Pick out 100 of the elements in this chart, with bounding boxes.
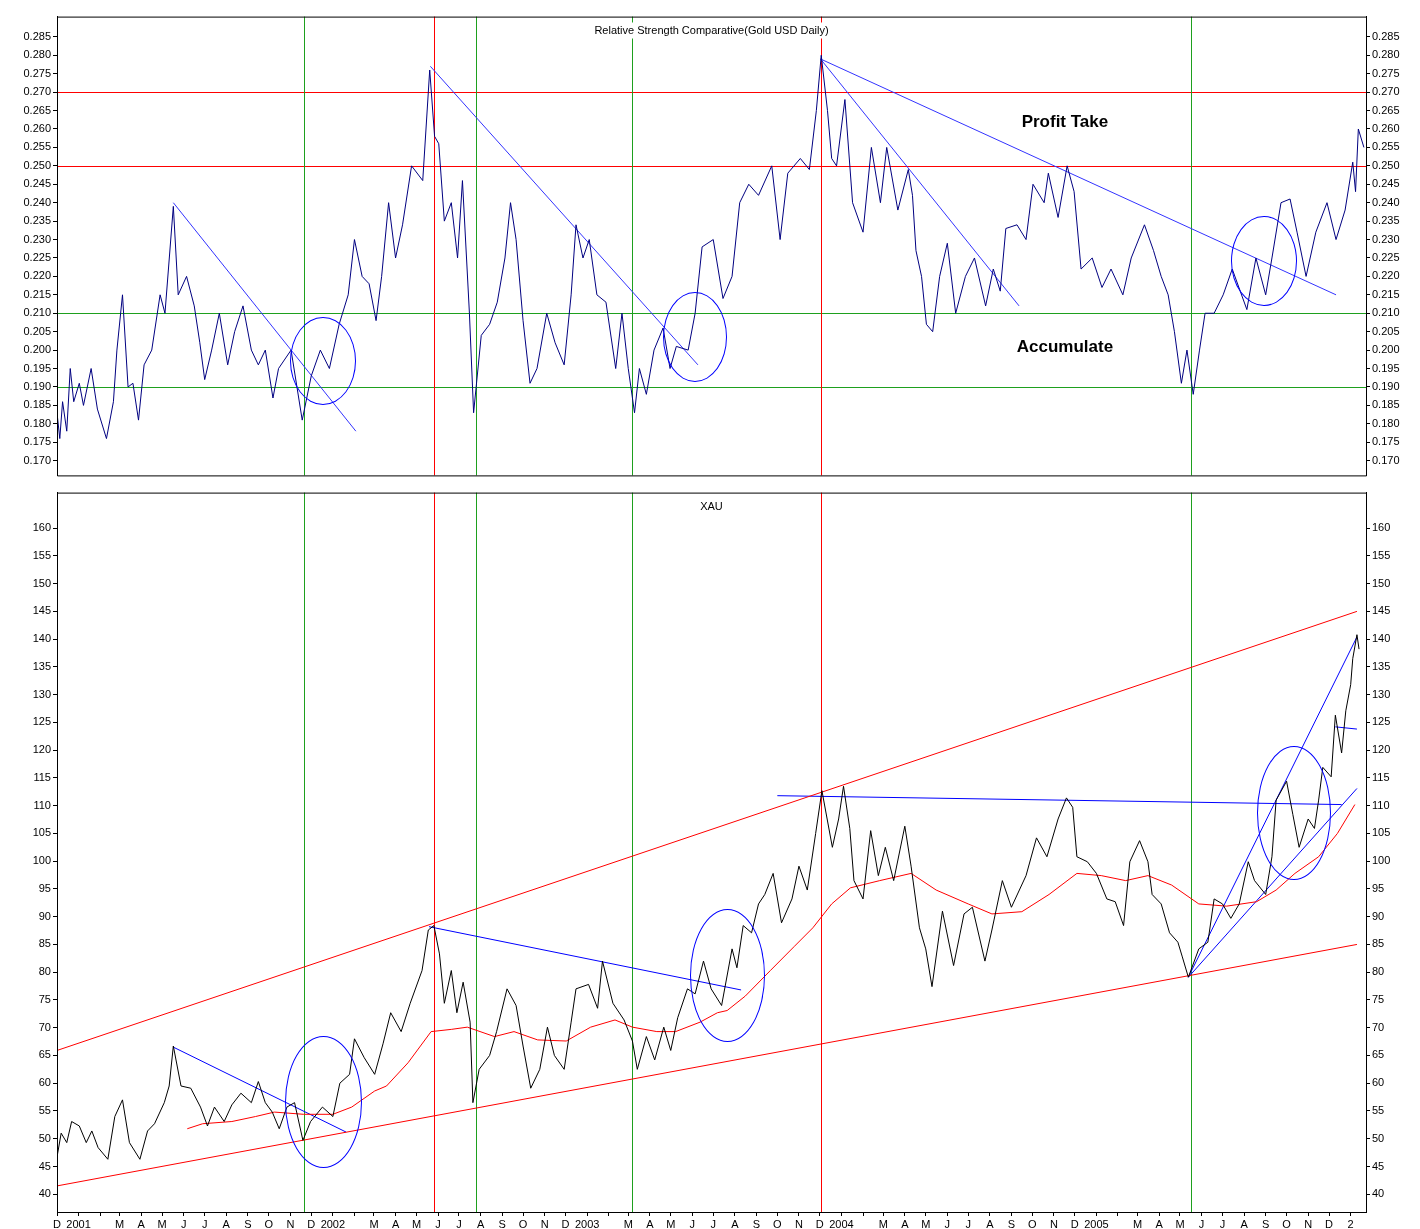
x-tick-label: A [986, 1217, 995, 1229]
y-tick-label: 0.225 [23, 251, 51, 264]
x-tick-label: J [710, 1217, 716, 1229]
y-tick-label: 40 [38, 1187, 51, 1200]
text: XAU [700, 499, 723, 512]
x-tick-label: 2 [1347, 1217, 1354, 1229]
y2-tick-label: 0.285 [1372, 29, 1400, 42]
x-tick-label: A [137, 1217, 146, 1229]
y2-tick-label: 75 [1372, 992, 1385, 1005]
y-tick-label: 125 [32, 715, 51, 728]
y-tick-label: 160 [32, 521, 51, 534]
y-tick-label: 115 [33, 770, 51, 783]
x-tick-label: S [244, 1217, 252, 1229]
x-tick-label: M [115, 1217, 125, 1229]
y2-tick-label: 140 [1372, 632, 1391, 645]
y2-tick-label: 0.180 [1372, 416, 1400, 429]
x-tick-label: M [921, 1217, 931, 1229]
x-tick-label: M [666, 1217, 676, 1229]
y-tick-label: 0.185 [23, 398, 51, 411]
y2-tick-label: 0.210 [1372, 306, 1400, 319]
y-tick-label: 0.210 [23, 306, 51, 319]
y-tick-label: 60 [38, 1076, 51, 1089]
y2-tick-label: 120 [1372, 743, 1391, 756]
x-tick-label: J [201, 1217, 208, 1229]
y-tick-label: 55 [38, 1104, 51, 1116]
y2-tick-label: 70 [1372, 1020, 1385, 1033]
x-tick-label: N [1049, 1217, 1058, 1229]
x-tick-label: O [773, 1217, 783, 1229]
x-tick-label: A [901, 1217, 910, 1229]
y-tick-label: 0.175 [23, 435, 51, 448]
x-tick-label: 2005 [1084, 1217, 1109, 1229]
y2-tick-label: 55 [1372, 1104, 1385, 1116]
y-tick-label: 0.215 [23, 287, 51, 300]
x-tick-label: D [1070, 1217, 1079, 1229]
y-tick-label: 50 [38, 1131, 51, 1144]
x-tick-label: O [1282, 1217, 1292, 1229]
x-tick-label: A [1155, 1217, 1164, 1229]
y-tick-label: 145 [32, 604, 51, 617]
y-tick-label: 90 [38, 909, 51, 922]
y-tick-label: 140 [32, 632, 51, 645]
x-tick-label: N [1304, 1217, 1313, 1229]
x-tick-label: M [157, 1217, 167, 1229]
x-tick-label: M [1175, 1217, 1185, 1229]
x-tick-label: M [878, 1217, 888, 1229]
y-tick-label: 0.265 [23, 103, 51, 116]
x-tick-label: J [944, 1217, 951, 1229]
y-tick-label: 0.235 [23, 214, 51, 227]
x-tick-label: D [815, 1217, 824, 1229]
y2-tick-label: 60 [1372, 1076, 1385, 1089]
x-tick-label: J [965, 1217, 971, 1229]
y2-tick-label: 125 [1372, 715, 1391, 728]
y-tick-label: 0.205 [23, 324, 51, 337]
x-tick-label: D [561, 1217, 570, 1229]
y2-tick-label: 0.205 [1372, 324, 1400, 337]
y-tick-label: 130 [32, 687, 51, 700]
y2-tick-label: 0.170 [1372, 453, 1400, 466]
x-tick-label: 2003 [574, 1217, 600, 1229]
x-tick-label: S [752, 1217, 761, 1229]
y2-tick-label: 90 [1372, 909, 1385, 922]
y2-tick-label: 135 [1372, 659, 1391, 672]
y2-tick-label: 80 [1372, 965, 1385, 978]
y-tick-label: 0.255 [23, 140, 51, 153]
y2-tick-label: 0.200 [1372, 343, 1400, 356]
y2-tick-label: 50 [1372, 1131, 1385, 1144]
x-tick-label: J [689, 1217, 696, 1229]
y-tick-label: 0.190 [23, 379, 51, 392]
x-tick-label: A [646, 1217, 655, 1229]
y2-tick-label: 65 [1372, 1048, 1385, 1061]
x-tick-label: N [286, 1217, 295, 1229]
y-tick-label: 120 [32, 743, 51, 756]
y2-tick-label: 145 [1372, 604, 1391, 617]
y-tick-label: 0.270 [23, 85, 51, 98]
y-tick-label: 80 [38, 965, 51, 978]
text: Relative Strength Comparative(Gold USD Daily) [594, 23, 829, 36]
x-tick-label: A [391, 1217, 400, 1229]
x-tick-label: J [1198, 1217, 1205, 1229]
x-tick-label: D [53, 1217, 62, 1229]
x-tick-label: A [222, 1217, 231, 1229]
y2-tick-label: 160 [1372, 521, 1391, 534]
y2-tick-label: 0.265 [1372, 103, 1400, 116]
y2-tick-label: 0.230 [1372, 232, 1400, 245]
y2-tick-label: 0.225 [1372, 251, 1400, 264]
x-tick-label: 2004 [829, 1217, 854, 1229]
y2-tick-label: 0.275 [1372, 66, 1400, 79]
y-tick-label: 0.220 [23, 269, 51, 282]
y-tick-label: 45 [38, 1159, 51, 1172]
x-tick-label: J [1219, 1217, 1226, 1229]
y2-tick-label: 0.190 [1372, 379, 1400, 392]
y2-tick-label: 0.220 [1372, 269, 1400, 282]
y2-tick-label: 45 [1372, 1159, 1385, 1172]
y-tick-label: 0.230 [23, 232, 51, 245]
y2-tick-label: 0.255 [1372, 140, 1400, 153]
y-tick-label: 0.285 [23, 29, 51, 42]
y2-tick-label: 40 [1372, 1187, 1385, 1200]
y-tick-label: 150 [32, 576, 51, 589]
y2-tick-label: 0.215 [1372, 287, 1400, 300]
y-tick-label: 0.240 [23, 195, 51, 208]
x-tick-label: M [411, 1217, 422, 1229]
y-tick-label: 0.250 [23, 158, 51, 171]
y-tick-label: 110 [33, 798, 51, 811]
